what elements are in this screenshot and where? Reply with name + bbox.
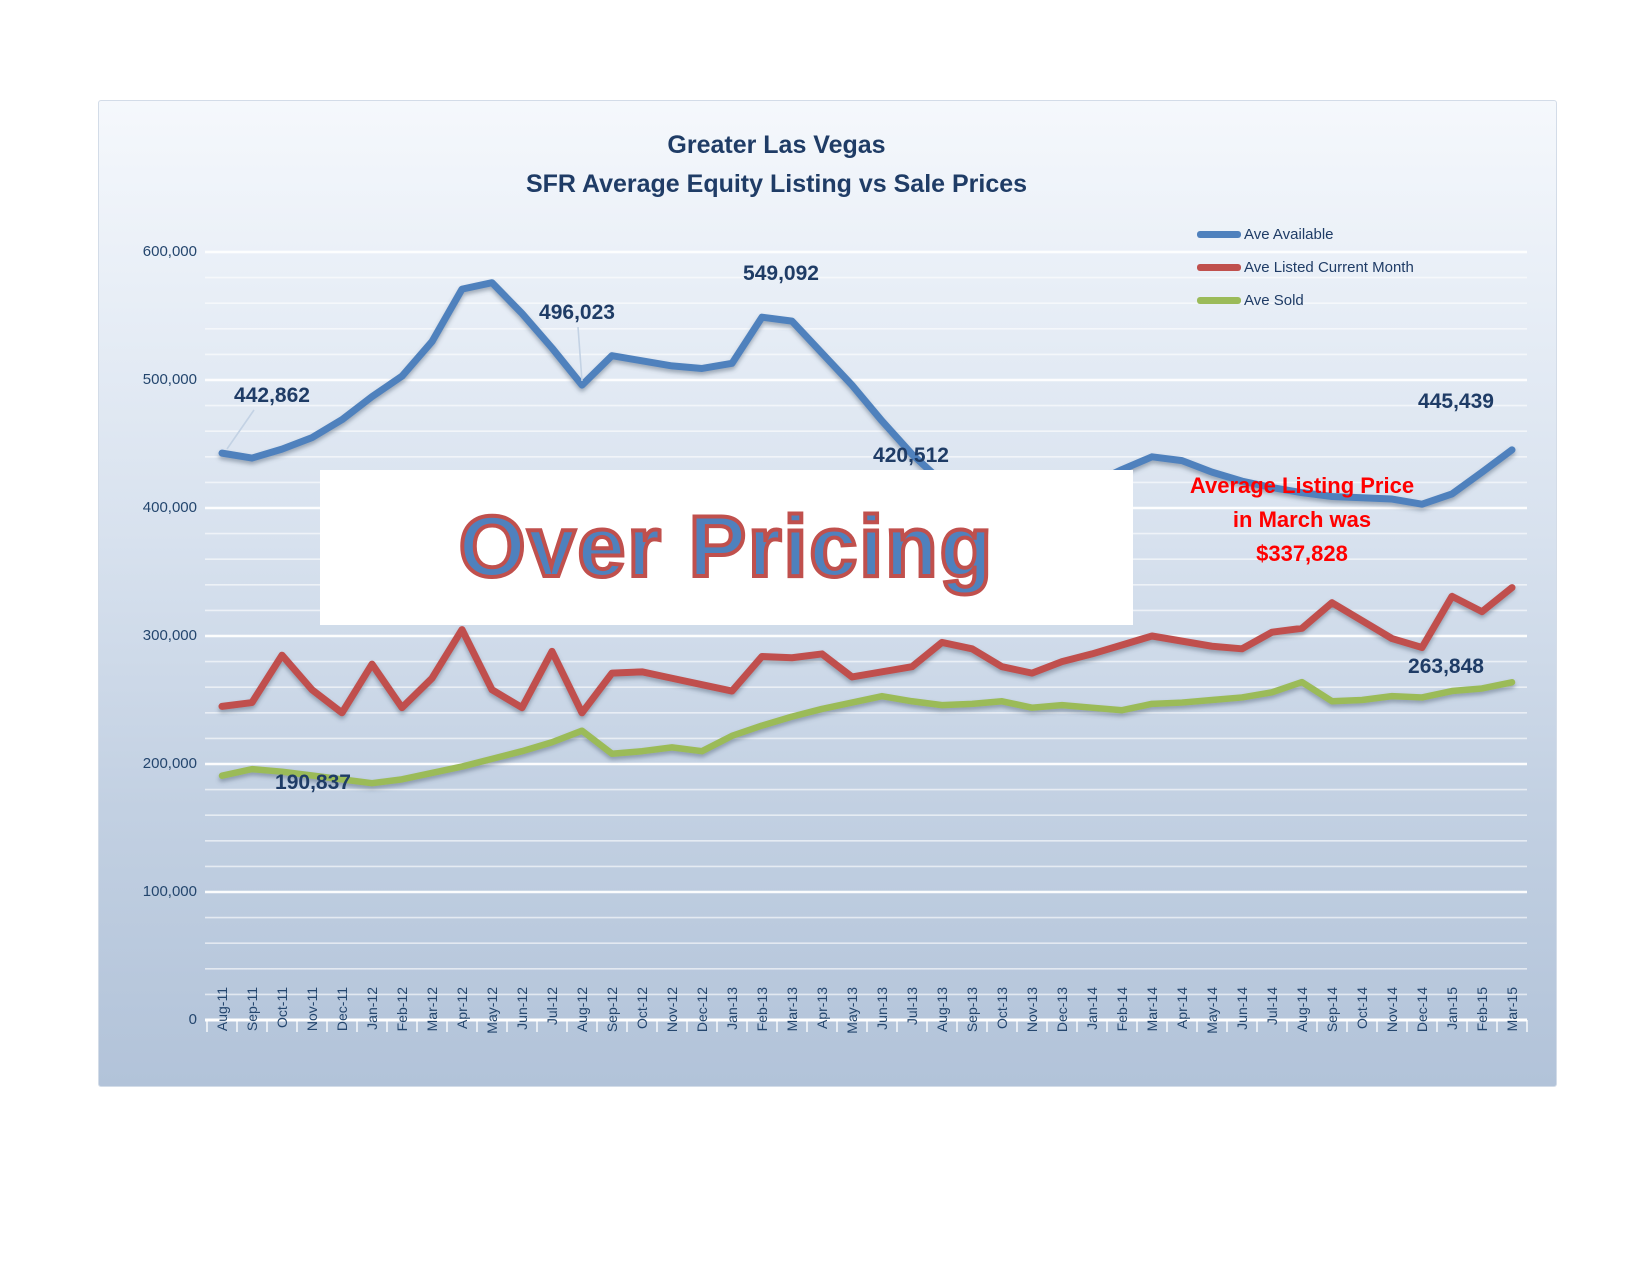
x-axis-label: Mar-14 — [1144, 987, 1160, 1032]
x-axis-label: Aug-13 — [934, 987, 950, 1033]
x-axis-label: Jun-12 — [514, 987, 530, 1030]
x-axis-label: Apr-12 — [454, 987, 470, 1030]
x-axis-label: May-13 — [844, 987, 860, 1034]
legend-item: Ave Sold — [1197, 284, 1414, 317]
data-label-feb-13: 549,092 — [743, 262, 819, 285]
y-axis-label: 600,000 — [142, 243, 197, 260]
legend-swatch — [1197, 297, 1241, 304]
x-axis-label: Jan-15 — [1444, 987, 1460, 1030]
x-axis-label: Sep-13 — [964, 987, 980, 1033]
annotation-line1: Average Listing Price — [1189, 473, 1415, 498]
data-label-aug-11: 442,862 — [234, 384, 310, 407]
x-axis-label: Oct-13 — [994, 987, 1010, 1030]
chart-title-line1: Greater Las Vegas — [667, 131, 886, 159]
x-axis-label: Nov-12 — [664, 987, 680, 1033]
x-axis-label: Mar-13 — [784, 987, 800, 1032]
legend-swatch — [1197, 264, 1241, 271]
x-axis-label: Nov-11 — [304, 987, 320, 1032]
x-axis-label: Oct-12 — [634, 987, 650, 1030]
legend-item: Ave Listed Current Month — [1197, 251, 1414, 284]
x-axis-label: Dec-11 — [334, 987, 350, 1032]
watermark-text: Over Pricing — [457, 497, 995, 597]
x-axis-label: Aug-14 — [1294, 987, 1310, 1033]
x-axis-label: Sep-11 — [244, 987, 260, 1032]
legend-swatch — [1197, 231, 1241, 238]
x-axis-label: Jan-13 — [724, 987, 740, 1030]
x-axis-label: Feb-12 — [394, 987, 410, 1032]
y-axis-label: 400,000 — [142, 499, 197, 516]
line-series-ave-available — [218, 279, 1516, 508]
x-axis-label: Apr-14 — [1174, 987, 1190, 1030]
data-label-aug-11: 190,837 — [275, 771, 351, 794]
y-axis-label: 100,000 — [142, 883, 197, 900]
x-axis-label: Mar-12 — [424, 987, 440, 1032]
x-axis-label: Dec-12 — [694, 987, 710, 1033]
label-leader-line — [577, 326, 583, 382]
x-axis-label: May-14 — [1204, 987, 1220, 1034]
x-axis-label: Oct-11 — [274, 987, 290, 1028]
x-axis-label: Jun-13 — [874, 987, 890, 1030]
data-label-aug-12: 496,023 — [539, 301, 615, 324]
annotation-line2: in March was — [1232, 507, 1372, 532]
x-axis-label: Feb-14 — [1114, 987, 1130, 1032]
x-axis-label: Jun-14 — [1234, 987, 1250, 1030]
x-axis-label: Aug-11 — [214, 987, 230, 1032]
y-axis-label: 500,000 — [142, 371, 197, 388]
x-axis-label: Sep-14 — [1324, 987, 1340, 1033]
x-axis-label: Sep-12 — [604, 987, 620, 1033]
watermark-overlay: Over Pricing — [320, 470, 1133, 625]
x-axis-label: Apr-13 — [814, 987, 830, 1030]
data-label-aug-13: 420,512 — [873, 444, 949, 467]
y-axis-label: 300,000 — [142, 627, 197, 644]
data-label-mar-15: 445,439 — [1418, 390, 1494, 413]
x-axis-label: Dec-14 — [1414, 987, 1430, 1033]
y-axis-label: 200,000 — [142, 755, 197, 772]
legend-item: Ave Available — [1197, 218, 1414, 251]
x-axis-label: Feb-15 — [1474, 987, 1490, 1032]
chart-title: Greater Las Vegas SFR Average Equity Lis… — [98, 126, 1455, 204]
x-axis-label: Oct-14 — [1354, 987, 1370, 1030]
legend-label: Ave Available — [1244, 226, 1334, 243]
x-axis-label: Jul-13 — [904, 987, 920, 1026]
x-axis-label: Mar-15 — [1504, 987, 1520, 1032]
legend-label: Ave Listed Current Month — [1244, 259, 1414, 276]
x-axis-label: Jul-12 — [544, 987, 560, 1026]
chart-title-line2: SFR Average Equity Listing vs Sale Price… — [525, 170, 1028, 198]
x-axis-label: Jan-14 — [1084, 987, 1100, 1030]
legend-label: Ave Sold — [1244, 292, 1304, 309]
annotation-callout: Average Listing Price in March was $337,… — [1140, 469, 1464, 571]
annotation-line3: $337,828 — [1256, 541, 1348, 566]
x-axis-label: Aug-12 — [574, 987, 590, 1033]
label-leader-line — [226, 409, 255, 450]
legend: Ave Available Ave Listed Current Month Ave… — [1197, 218, 1414, 317]
x-axis-label: Dec-13 — [1054, 987, 1070, 1033]
y-axis-label: 0 — [188, 1011, 197, 1028]
x-axis-label: Nov-14 — [1384, 987, 1400, 1033]
x-axis-label: Nov-13 — [1024, 987, 1040, 1033]
data-label-mar-15: 263,848 — [1408, 655, 1484, 678]
line-series-ave-sold — [218, 678, 1516, 787]
x-axis-label: May-12 — [484, 987, 500, 1034]
x-axis-label: Jan-12 — [364, 987, 380, 1030]
x-axis-label: Feb-13 — [754, 987, 770, 1032]
line-series-ave-listed-current-month — [218, 584, 1516, 717]
x-axis-label: Jul-14 — [1264, 987, 1280, 1026]
